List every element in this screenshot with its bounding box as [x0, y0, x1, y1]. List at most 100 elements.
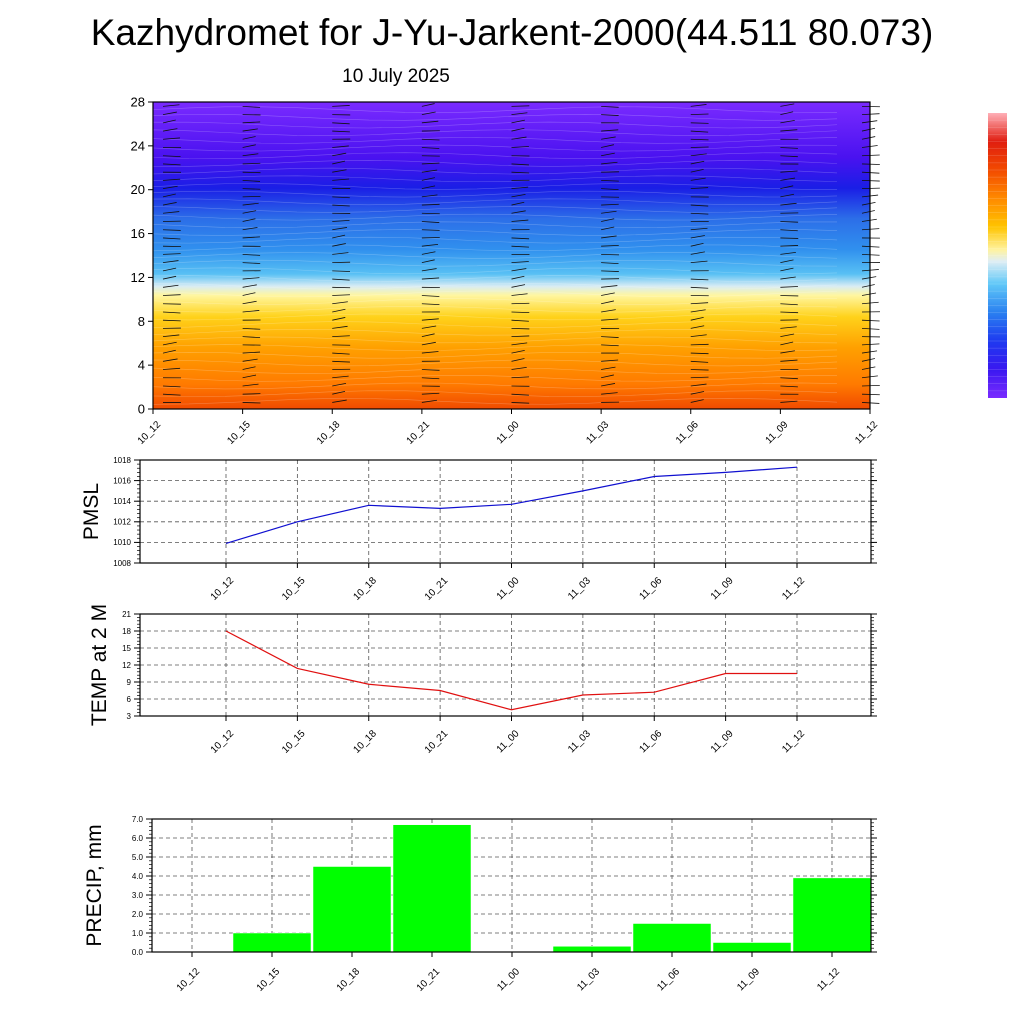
- wind-barb: [162, 275, 177, 280]
- wind-barb: [601, 105, 619, 108]
- wind-barb: [780, 202, 797, 206]
- wind-barb: [421, 303, 440, 306]
- contour-line: [152, 236, 838, 244]
- wind-barb: [421, 268, 437, 272]
- wind-barb: [690, 369, 709, 371]
- wind-barb: [780, 350, 795, 354]
- wind-barb: [421, 377, 440, 380]
- wind-barb: [690, 383, 707, 387]
- wind-barb: [162, 202, 177, 206]
- wind-barb: [861, 393, 880, 396]
- pmsl-panel: 1008 1010 1012 1014 1016 1018 10_12 10_15 10_18 1…: [80, 456, 877, 603]
- x-tick-label: 11_12: [853, 419, 880, 446]
- y-tick-label: 3.0: [132, 891, 144, 900]
- y-tick-label: 1012: [113, 518, 131, 527]
- wind-barb: [861, 254, 880, 256]
- wind-barb: [162, 284, 179, 288]
- wind-barb: [861, 163, 880, 165]
- wind-barb: [861, 284, 875, 288]
- wind-barb: [690, 352, 709, 355]
- wind-barb: [861, 292, 877, 296]
- wind-barb: [511, 335, 530, 338]
- x-tick-label: 11_03: [566, 728, 593, 755]
- wind-barb: [511, 245, 529, 248]
- x-tick-label: 10_18: [351, 575, 379, 603]
- wind-barb: [511, 186, 529, 190]
- wind-barb: [242, 402, 261, 404]
- y-tick-label: 9: [127, 678, 132, 687]
- contour-line: [152, 351, 838, 359]
- x-tick-label: 10_12: [209, 728, 237, 756]
- wind-barb: [780, 311, 799, 314]
- wind-barb: [332, 317, 346, 321]
- wind-barb: [511, 319, 529, 322]
- contour-line: [152, 129, 838, 136]
- x-tick-label: 11_06: [637, 728, 664, 755]
- wind-barb: [162, 260, 179, 264]
- x-tick-label: 11_00: [495, 728, 522, 755]
- wind-barb: [601, 309, 616, 313]
- y-tick-label: 0.0: [132, 948, 144, 957]
- wind-barb: [511, 376, 530, 379]
- wind-barb: [332, 375, 349, 379]
- wind-barb: [332, 352, 350, 355]
- wind-barb: [421, 251, 436, 255]
- wind-barb: [162, 211, 180, 214]
- x-tick-label: 10_18: [315, 419, 343, 447]
- wind-barb: [421, 392, 440, 395]
- wind-barb: [511, 402, 530, 404]
- wind-barb: [861, 343, 880, 346]
- wind-barb: [690, 325, 705, 329]
- y-tick-label: 24: [131, 138, 145, 153]
- wind-barb: [332, 178, 350, 181]
- y-axis-label: PRECIP, mm: [83, 824, 106, 946]
- contour-line: [152, 313, 838, 321]
- wind-barb: [242, 227, 258, 231]
- contour-line: [152, 144, 838, 152]
- contour-line: [152, 252, 838, 259]
- contour-line: [152, 167, 838, 175]
- wind-barb: [162, 367, 181, 370]
- wind-barb: [601, 179, 619, 182]
- y-tick-label: 1016: [113, 476, 131, 485]
- wind-barb: [511, 268, 527, 272]
- contour-line: [152, 275, 838, 282]
- contour-line: [152, 198, 838, 206]
- wind-barb: [690, 138, 709, 141]
- wind-barb: [690, 204, 709, 207]
- wind-barb: [690, 309, 706, 313]
- wind-barb: [601, 218, 615, 222]
- wind-barb: [162, 155, 181, 158]
- wind-barb: [511, 201, 525, 206]
- wind-barb: [421, 295, 440, 297]
- wind-barb: [601, 336, 619, 338]
- wind-barb: [242, 210, 257, 214]
- wind-barb: [511, 275, 525, 280]
- x-tick-label: 10_12: [209, 575, 237, 603]
- wind-barb: [690, 251, 705, 255]
- wind-barb: [861, 384, 880, 387]
- wind-barb: [601, 144, 614, 148]
- wind-barb: [511, 284, 526, 288]
- wind-barb: [861, 245, 880, 248]
- precip-bar: [632, 923, 712, 953]
- wind-barb: [162, 163, 181, 166]
- wind-barb: [332, 383, 347, 387]
- contour-line: [152, 382, 838, 390]
- contour-line: [152, 160, 838, 167]
- x-tick-label: 10_15: [255, 966, 283, 994]
- y-tick-label: 1010: [113, 538, 131, 547]
- wind-barb: [421, 103, 435, 107]
- wind-barb: [601, 359, 619, 362]
- wind-barb: [780, 170, 798, 173]
- x-tick-label: 11_09: [709, 728, 736, 755]
- wind-barb: [332, 105, 350, 107]
- x-tick-label: 10_18: [335, 966, 363, 994]
- wind-barb: [861, 202, 876, 206]
- wind-barb: [421, 120, 439, 124]
- x-tick-label: 11_03: [584, 419, 611, 446]
- wind-barb: [332, 169, 347, 173]
- wind-barb: [861, 402, 880, 404]
- y-tick-label: 8: [138, 314, 145, 329]
- wind-barb: [162, 334, 180, 338]
